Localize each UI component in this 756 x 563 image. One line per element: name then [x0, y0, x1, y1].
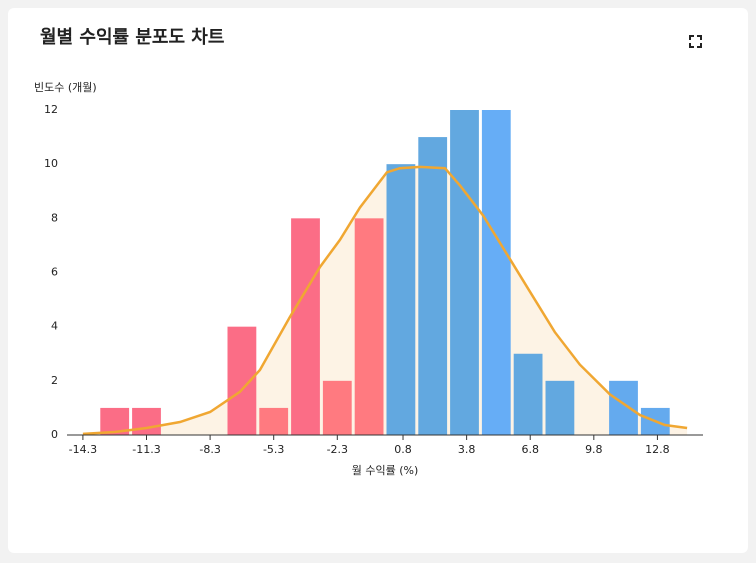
y-tick-label: 6 — [51, 266, 58, 279]
x-tick-label: -11.3 — [132, 443, 160, 456]
chart-title: 월별 수익률 분포도 차트 — [40, 27, 224, 48]
x-tick-label: -14.3 — [69, 443, 97, 456]
x-tick-label: 6.8 — [521, 443, 539, 456]
y-axis-label: 빈도수 (개월) — [34, 81, 97, 94]
x-tick-label: 12.8 — [645, 443, 670, 456]
bar — [545, 380, 575, 435]
x-tick-label: -5.3 — [263, 443, 284, 456]
y-tick-label: 0 — [51, 428, 58, 441]
bar — [132, 407, 161, 435]
bar — [259, 407, 289, 435]
bar — [481, 110, 511, 435]
x-axis-label: 월 수익률 (%) — [352, 464, 419, 477]
y-tick-label: 4 — [51, 320, 58, 333]
x-tick-label: 0.8 — [394, 443, 412, 456]
x-tick-label: -2.3 — [327, 443, 348, 456]
y-tick-label: 2 — [51, 374, 58, 387]
y-tick-label: 10 — [44, 157, 58, 170]
bar — [322, 380, 352, 435]
y-tick-label: 8 — [51, 211, 58, 224]
density-line — [82, 165, 688, 436]
bar — [513, 353, 543, 435]
bar — [386, 164, 416, 435]
x-tick-label: 3.8 — [458, 443, 476, 456]
bar — [291, 218, 320, 435]
x-tick-label: -8.3 — [199, 443, 220, 456]
bar — [609, 380, 638, 435]
bar — [418, 137, 448, 436]
bar — [227, 326, 257, 435]
y-tick-label: 12 — [44, 103, 58, 116]
bar — [450, 110, 479, 435]
expand-button[interactable] — [689, 35, 702, 48]
x-tick-label: 9.8 — [585, 443, 603, 456]
expand-icon[interactable] — [689, 35, 702, 48]
bar — [354, 218, 384, 435]
